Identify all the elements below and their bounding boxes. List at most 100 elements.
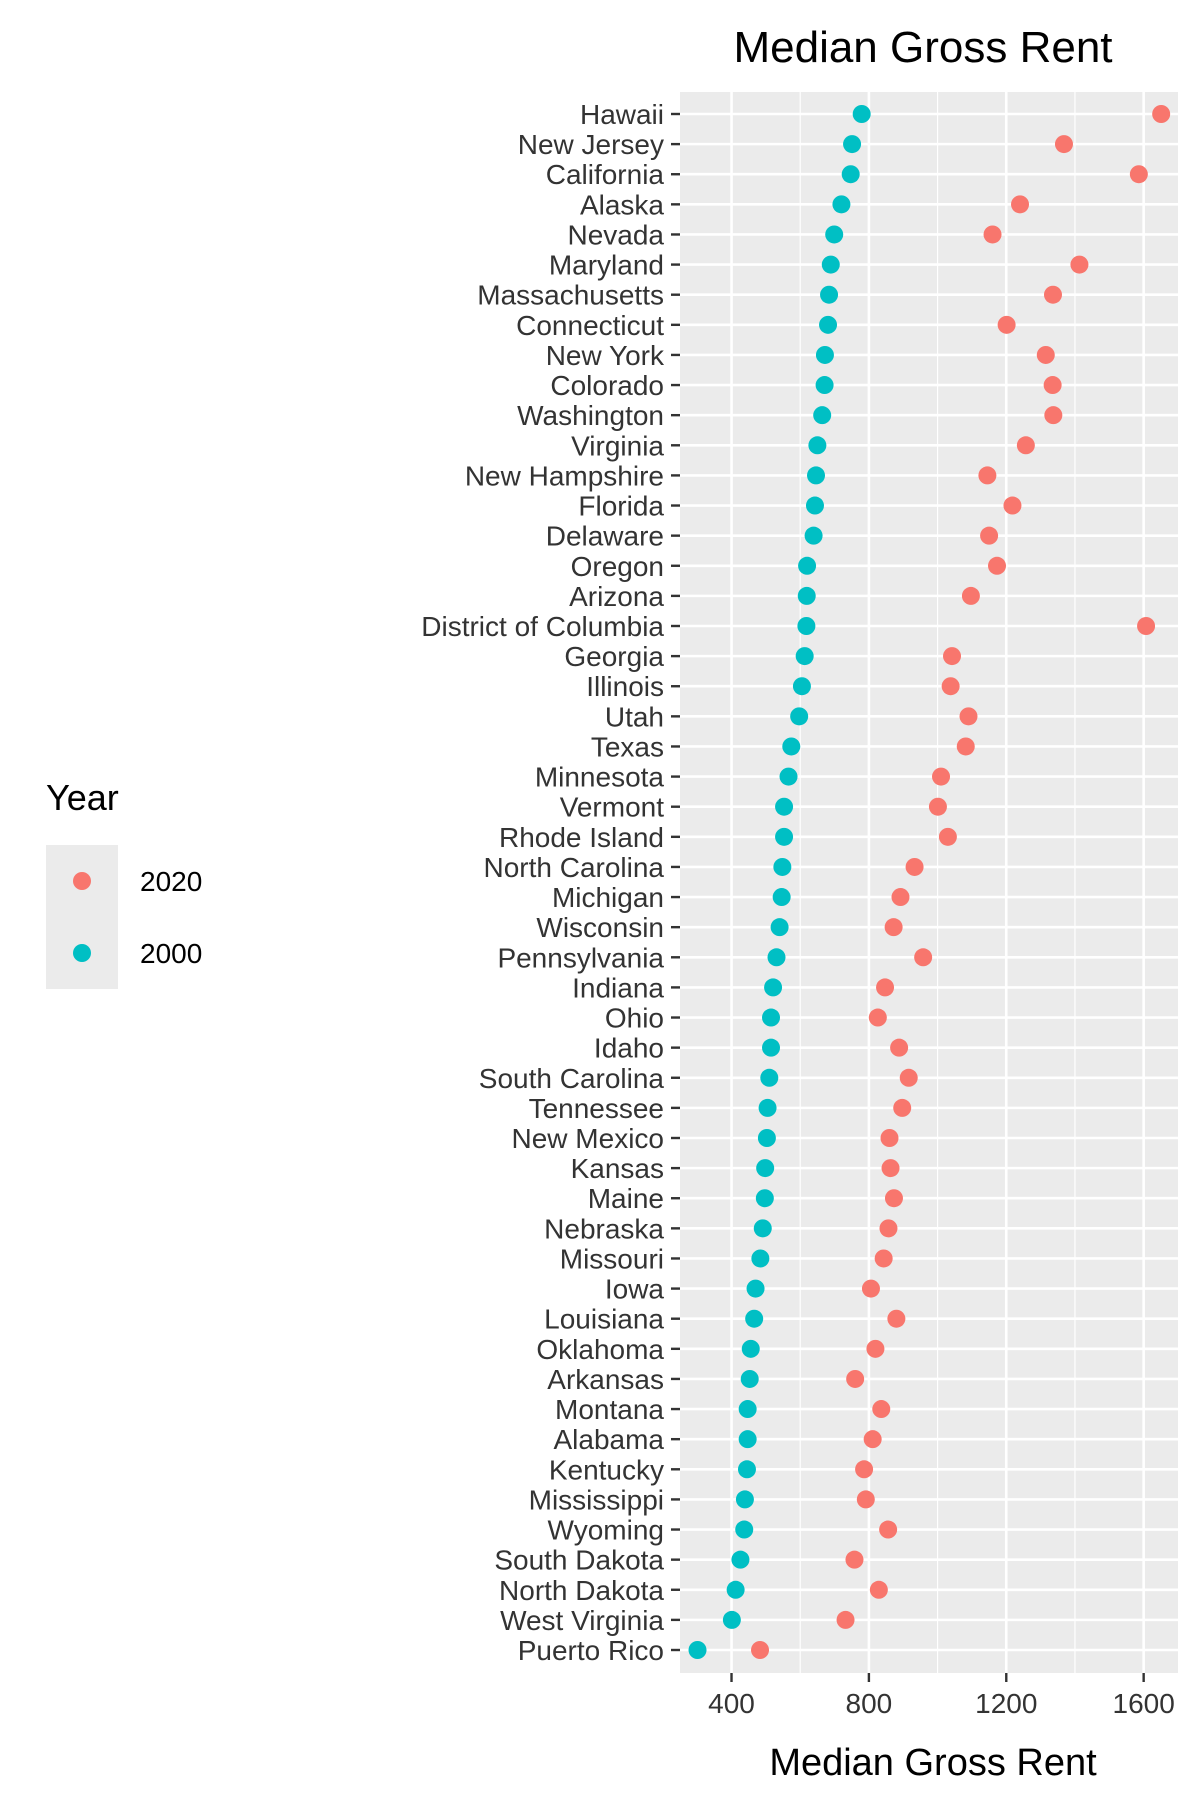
y-tick-label: District of Columbia <box>421 611 664 642</box>
point-2020-rhode-island <box>938 827 957 846</box>
point-2020-north-carolina <box>905 857 924 876</box>
point-2020-florida <box>1003 496 1022 515</box>
point-2020-delaware <box>980 526 999 545</box>
y-tick-label: South Dakota <box>494 1545 664 1576</box>
y-tick-label: Arizona <box>569 581 664 612</box>
y-tick-label: Alaska <box>580 189 664 220</box>
chart-title: Median Gross Rent <box>733 23 1112 72</box>
y-tick-label: Tennessee <box>529 1093 664 1124</box>
y-tick-label: Pennsylvania <box>497 942 664 973</box>
point-2020-minnesota <box>932 767 951 786</box>
y-tick-label: Missouri <box>560 1243 664 1274</box>
y-tick-label: Iowa <box>605 1274 665 1305</box>
legend-key-background <box>46 845 118 989</box>
y-tick-label: Kansas <box>571 1153 664 1184</box>
point-2020-hawaii <box>1152 105 1171 123</box>
point-2020-arkansas <box>846 1369 865 1388</box>
point-2000-south-carolina <box>760 1068 779 1087</box>
point-2020-missouri <box>874 1249 893 1268</box>
point-2000-alabama <box>738 1430 757 1449</box>
point-2000-alaska <box>832 195 851 214</box>
y-tick-label: Connecticut <box>516 310 664 341</box>
point-2020-new-mexico <box>880 1129 899 1147</box>
x-tick-label: 1600 <box>1113 1688 1175 1719</box>
y-tick-label: Utah <box>605 701 664 732</box>
point-2000-kansas <box>756 1159 775 1178</box>
point-2020-utah <box>959 707 978 726</box>
point-2000-district-of-columbia <box>797 617 816 635</box>
y-tick-label: West Virginia <box>500 1605 664 1636</box>
point-2000-iowa <box>746 1279 765 1298</box>
y-tick-label: Rhode Island <box>499 822 664 853</box>
point-2000-ohio <box>762 1008 781 1027</box>
plot-panel <box>680 92 1178 1673</box>
point-2020-colorado <box>1043 376 1062 395</box>
point-2020-tennessee <box>893 1098 912 1117</box>
y-tick-label: Delaware <box>546 521 664 552</box>
point-2020-texas <box>956 737 975 756</box>
point-2000-missouri <box>751 1249 770 1268</box>
y-tick-label: Florida <box>578 491 664 522</box>
point-2000-nevada <box>825 225 844 244</box>
y-tick-label: Washington <box>517 400 664 431</box>
point-2000-kentucky <box>737 1460 756 1479</box>
y-tick-label: Maryland <box>549 250 664 281</box>
point-2000-louisiana <box>745 1309 764 1328</box>
point-2000-michigan <box>772 888 791 907</box>
point-2000-rhode-island <box>775 827 794 846</box>
point-2000-indiana <box>764 978 783 997</box>
point-2000-new-hampshire <box>807 466 826 485</box>
point-2020-north-dakota <box>869 1580 888 1599</box>
point-2020-idaho <box>890 1038 909 1057</box>
point-2000-hawaii <box>852 105 871 123</box>
point-2020-nebraska <box>879 1219 898 1238</box>
point-2020-south-carolina <box>899 1068 918 1087</box>
point-2020-nevada <box>983 225 1002 244</box>
point-2000-maine <box>755 1189 774 1208</box>
y-tick-label: Oklahoma <box>536 1334 664 1365</box>
point-2000-north-carolina <box>773 857 792 876</box>
point-2000-montana <box>738 1400 757 1419</box>
y-tick-label: Arkansas <box>547 1364 664 1395</box>
y-tick-label: New Mexico <box>512 1123 664 1154</box>
point-2020-district-of-columbia <box>1137 617 1156 635</box>
point-2020-iowa <box>861 1279 880 1298</box>
y-tick-label: Vermont <box>560 792 664 823</box>
point-2000-colorado <box>815 376 834 395</box>
y-tick-label: Minnesota <box>535 762 665 793</box>
point-2020-washington <box>1044 406 1063 425</box>
y-tick-label: Wyoming <box>548 1515 664 1546</box>
point-2020-oregon <box>988 556 1007 575</box>
point-2000-west-virginia <box>722 1610 741 1629</box>
point-2020-new-jersey <box>1054 135 1073 154</box>
point-2020-alaska <box>1011 195 1030 214</box>
point-2020-mississippi <box>856 1490 875 1509</box>
y-tick-label: North Dakota <box>499 1575 664 1606</box>
point-2020-indiana <box>876 978 895 997</box>
point-2000-illinois <box>792 677 811 696</box>
point-2000-oregon <box>798 556 817 575</box>
y-tick-label: Colorado <box>550 370 664 401</box>
point-2000-massachusetts <box>820 285 839 304</box>
y-tick-label: Massachusetts <box>477 280 664 311</box>
legend-key-2000 <box>73 944 91 962</box>
point-2000-oklahoma <box>741 1339 760 1358</box>
y-tick-label: Alabama <box>553 1424 664 1455</box>
point-2000-texas <box>782 737 801 756</box>
point-2020-georgia <box>943 647 962 666</box>
data-points <box>688 105 1171 1659</box>
point-2020-pennsylvania <box>914 948 933 967</box>
y-tick-label: Wisconsin <box>536 912 664 943</box>
y-tick-label: North Carolina <box>483 852 664 883</box>
point-2000-wyoming <box>735 1520 754 1539</box>
point-2000-delaware <box>804 526 823 545</box>
y-tick-label: Nebraska <box>544 1213 664 1244</box>
point-2020-connecticut <box>997 315 1016 334</box>
legend-title: Year <box>46 777 119 818</box>
point-2000-arkansas <box>740 1369 759 1388</box>
point-2020-west-virginia <box>836 1610 855 1629</box>
point-2000-utah <box>790 707 809 726</box>
legend-label-2000: 2000 <box>140 938 202 969</box>
point-2020-south-dakota <box>845 1550 864 1569</box>
point-2020-maine <box>884 1189 903 1208</box>
